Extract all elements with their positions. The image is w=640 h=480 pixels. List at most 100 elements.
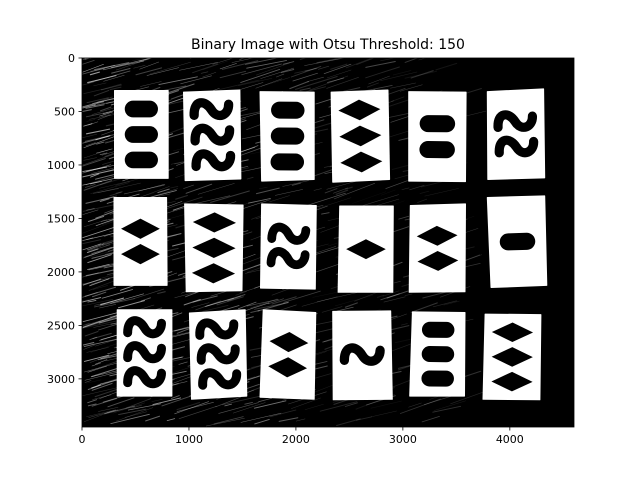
card-r3-c4	[332, 310, 393, 401]
oval-symbol	[124, 100, 158, 118]
squiggle-symbol	[123, 341, 166, 364]
card-symbols	[189, 98, 236, 172]
oval-symbol	[421, 321, 455, 338]
card-symbols	[346, 239, 386, 260]
x-axis: 0 1000 2000 3000 4000	[79, 427, 524, 446]
oval-symbol	[419, 141, 455, 159]
oval-symbol	[271, 101, 305, 119]
card-r1-c5	[408, 91, 467, 183]
card-symbols	[338, 99, 383, 173]
diamond-symbol	[491, 347, 533, 367]
card-symbols	[493, 110, 539, 158]
y-tick-label: 2000	[47, 266, 75, 279]
diamond-symbol	[338, 99, 381, 121]
axes-frame	[81, 57, 575, 428]
card-r3-c1	[116, 309, 173, 397]
squiggle-symbol	[123, 366, 166, 389]
card-r2-c4	[337, 205, 394, 293]
card-r2-c2	[184, 203, 244, 293]
card-r3-c6	[482, 313, 542, 401]
x-tick-label: 3000	[389, 433, 417, 446]
y-tick-label: 1500	[47, 212, 75, 225]
squiggle-symbol	[191, 149, 236, 172]
diamond-symbol	[417, 250, 459, 271]
diamond-symbol	[491, 371, 533, 392]
y-tick-label: 500	[54, 105, 75, 118]
card-symbols	[191, 212, 237, 284]
chart-title: Binary Image with Otsu Threshold: 150	[191, 37, 465, 53]
diamond-symbol	[346, 239, 386, 260]
card-r1-c3	[259, 91, 315, 182]
diamond-symbol	[268, 357, 308, 378]
card-r1-c2	[183, 89, 242, 182]
squiggle-symbol	[123, 316, 166, 339]
card-symbols	[268, 331, 309, 378]
x-tick-label: 1000	[175, 433, 203, 446]
card-symbols	[339, 343, 385, 366]
card-shape	[113, 197, 168, 286]
card-r1-c6	[486, 88, 546, 180]
card-symbols	[499, 232, 536, 251]
oval-symbol	[419, 115, 456, 133]
card-symbols	[419, 115, 456, 159]
squiggle-symbol	[267, 222, 311, 245]
card-symbols	[416, 225, 459, 271]
binary-image	[82, 58, 574, 427]
card-shape	[260, 203, 317, 290]
y-tick-label: 3000	[47, 373, 75, 386]
diamond-symbol	[269, 331, 309, 353]
diamond-symbol	[121, 218, 160, 239]
card-r2-c5	[408, 203, 466, 293]
squiggle-symbol	[198, 368, 242, 390]
diamond-symbol	[340, 151, 383, 173]
card-symbols	[270, 101, 305, 171]
oval-symbol	[270, 127, 305, 145]
squiggle-symbol	[266, 247, 310, 270]
card-symbols	[195, 318, 242, 390]
x-tick-label: 2000	[282, 433, 310, 446]
card-r1-c4	[330, 89, 391, 183]
card-r3-c3	[259, 309, 317, 400]
card-symbols	[491, 322, 534, 392]
card-r1-c1	[114, 90, 169, 179]
card-shape	[259, 309, 317, 400]
y-tick-label: 2500	[47, 319, 75, 332]
card-r2-c1	[113, 197, 168, 286]
squiggle-symbol	[493, 110, 538, 133]
card-r3-c5	[409, 311, 466, 397]
card-symbols	[266, 222, 311, 270]
oval-symbol	[421, 346, 455, 363]
oval-symbol	[499, 232, 536, 251]
diamond-symbol	[491, 322, 534, 343]
squiggle-symbol	[196, 343, 240, 365]
diamond-symbol	[192, 212, 237, 233]
squiggle-symbol	[339, 343, 385, 366]
squiggle-symbol	[494, 135, 539, 158]
oval-symbol	[124, 126, 158, 143]
card-shape	[408, 91, 467, 183]
x-tick-label: 4000	[496, 433, 524, 446]
oval-symbol	[270, 153, 305, 171]
x-tick-label: 0	[79, 433, 86, 446]
card-shape	[486, 88, 546, 180]
card-r2-c3	[260, 203, 317, 290]
diamond-symbol	[191, 263, 236, 284]
card-r3-c2	[188, 309, 248, 400]
plot-area	[81, 57, 575, 428]
oval-symbol	[124, 151, 158, 169]
card-r2-c6	[486, 195, 548, 288]
card-symbols	[124, 100, 158, 169]
squiggle-symbol	[190, 123, 235, 146]
diamond-symbol	[416, 225, 458, 246]
diamond-symbol	[192, 237, 236, 258]
squiggle-symbol	[195, 318, 239, 340]
card-symbols	[123, 316, 166, 389]
diamond-symbol	[339, 125, 382, 147]
y-tick-label: 1000	[47, 159, 75, 172]
card-shape	[408, 203, 466, 293]
oval-symbol	[421, 370, 454, 387]
y-axis: 0 500 1000 1500 2000 2500 3000	[47, 52, 82, 386]
card-symbols	[421, 321, 455, 387]
y-tick-label: 0	[68, 52, 75, 65]
